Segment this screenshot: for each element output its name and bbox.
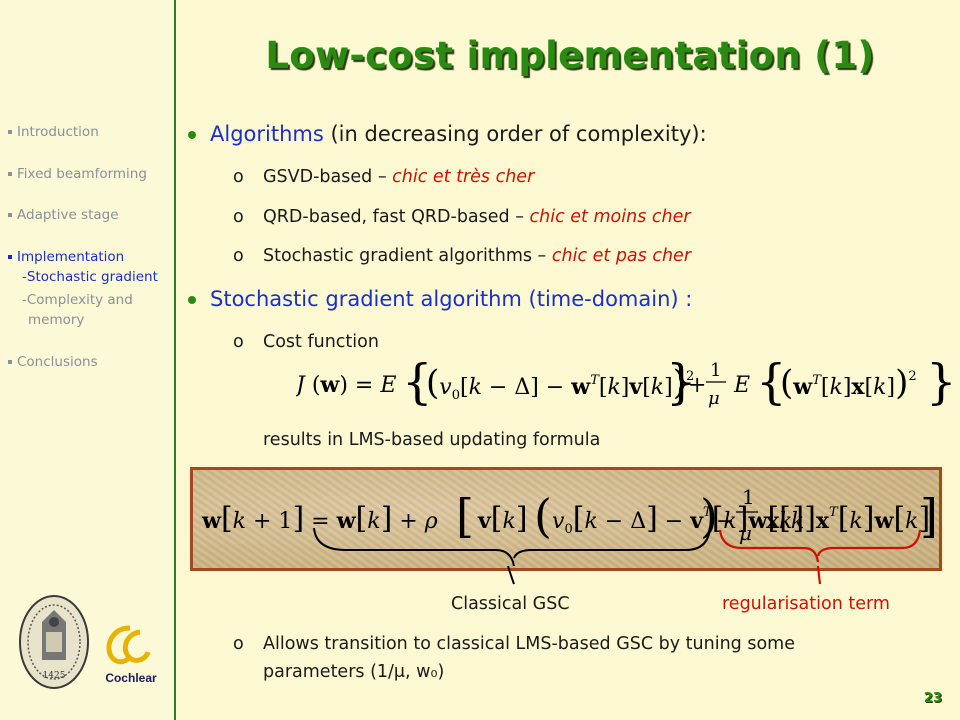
nav-item-conclusions[interactable]: Conclusions xyxy=(8,354,98,370)
svg-text:]: ] xyxy=(920,489,938,543)
sub-item-gsvd: o GSVD-based – chic et très cher xyxy=(233,167,535,187)
slide-title: Low-cost implementation (1) xyxy=(265,34,875,77)
bullet-dot-icon xyxy=(188,296,196,304)
brace-tails xyxy=(507,566,822,585)
label-regularisation-term: regularisation term xyxy=(722,594,890,614)
ku-leuven-seal-icon: 1425 xyxy=(19,595,89,689)
svg-text:μ: μ xyxy=(739,521,752,545)
svg-text:v[k]: v[k] xyxy=(477,501,528,536)
svg-text:1: 1 xyxy=(742,485,755,509)
svg-text:(wT[k]x[k])2: (wT[k]x[k])2 xyxy=(780,363,917,403)
bullet-stochastic-gradient: Stochastic gradient algorithm (time-doma… xyxy=(188,287,692,311)
svg-text:+: + xyxy=(688,373,706,398)
svg-text:1: 1 xyxy=(710,360,721,381)
svg-text:}: } xyxy=(926,354,956,410)
nav-item-adaptive-stage[interactable]: Adaptive stage xyxy=(8,207,119,223)
seal-year: 1425 xyxy=(43,671,66,681)
nav-bullet-icon xyxy=(8,130,12,134)
svg-text:(: ( xyxy=(534,489,552,543)
svg-text:): ) xyxy=(700,489,718,543)
sidebar xyxy=(0,0,174,720)
nav-item-implementation[interactable]: Implementation xyxy=(8,249,124,265)
bullet-dot-icon xyxy=(188,131,196,139)
svg-text:}: } xyxy=(666,354,697,410)
nav-subitem-memory[interactable]: memory xyxy=(28,312,85,328)
svg-text:x[k]xT[k]w[k]: x[k]xT[k]w[k] xyxy=(766,501,930,536)
sub-item-cost-function: o Cost function xyxy=(233,332,379,352)
svg-text:[: [ xyxy=(456,489,474,543)
cochlear-logo-text: Cochlear xyxy=(105,671,157,685)
svg-text:−: − xyxy=(716,509,734,534)
svg-text:μ: μ xyxy=(708,388,720,409)
nav-item-fixed-beamforming[interactable]: Fixed beamforming xyxy=(8,166,147,182)
nav-bullet-icon xyxy=(8,255,12,259)
page-number: 23 xyxy=(923,691,942,706)
nav-bullet-icon xyxy=(8,360,12,364)
svg-text:{: { xyxy=(402,354,433,410)
nav-subitem-complexity[interactable]: -Complexity and xyxy=(22,292,133,308)
nav-bullet-icon xyxy=(8,172,12,176)
nav-bullet-icon xyxy=(8,213,12,217)
sub-item-stochastic: o Stochastic gradient algorithms – chic e… xyxy=(233,246,692,266)
nav-item-introduction[interactable]: Introduction xyxy=(8,124,99,140)
svg-text:v0[k − Δ] − vT[k]w[k]: v0[k − Δ] − vT[k]w[k] xyxy=(552,501,804,537)
bullet-algorithms: Algorithms (in decreasing order of compl… xyxy=(188,122,707,146)
results-text: results in LMS-based updating formula xyxy=(263,430,601,450)
cost-function-formula: J (w) = E { (v0[k − Δ] − wT[k]v[k])2 } +… xyxy=(296,354,956,410)
svg-text:w[k + 1] = w[k] + ρ: w[k + 1] = w[k] + ρ xyxy=(201,501,438,536)
svg-text:{: { xyxy=(756,354,787,410)
sub-item-qrd: o QRD-based, fast QRD-based – chic et moi… xyxy=(233,207,691,227)
sidebar-divider xyxy=(174,0,176,720)
update-formula: w[k + 1] = w[k] + ρ [ v[k] ( v0[k − Δ] −… xyxy=(201,485,938,566)
cochlear-logo-icon: Cochlear xyxy=(105,625,157,685)
transition-line2: parameters (1/μ, w₀) xyxy=(263,662,445,682)
label-classical-gsc: Classical GSC xyxy=(451,594,570,614)
sub-item-transition: o Allows transition to classical LMS-base… xyxy=(233,634,795,654)
nav-subitem-stochastic-gradient[interactable]: -Stochastic gradient xyxy=(22,269,158,285)
svg-text:(v0[k − Δ] − wT[k]v[k])2: (v0[k − Δ] − wT[k]v[k])2 xyxy=(426,363,694,403)
svg-text:E: E xyxy=(733,373,750,398)
svg-text:J (w) = E: J (w) = E xyxy=(296,372,396,398)
